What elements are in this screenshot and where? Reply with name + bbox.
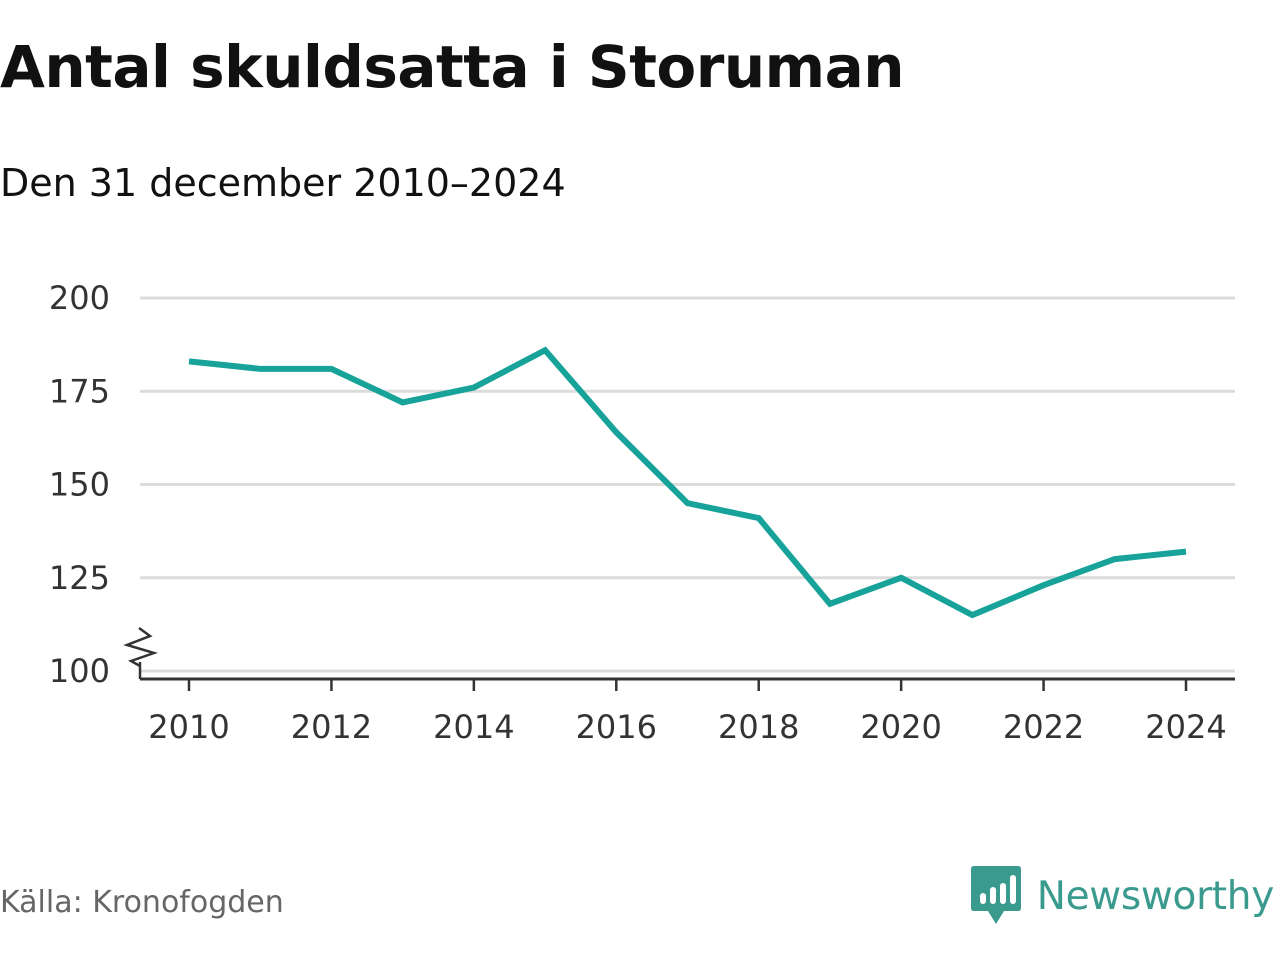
- x-tick-label: 2020: [860, 708, 941, 746]
- x-tick-label: 2010: [148, 708, 229, 746]
- tick-labels: 100 125 150 175 200 2010 2012 2014 2016 2018 2020 2…: [49, 279, 1227, 746]
- chart-title: Antal skuldsatta i Storuman: [0, 33, 905, 101]
- x-tick-label: 2012: [291, 708, 372, 746]
- x-tick-label: 2018: [718, 708, 799, 746]
- newsworthy-logo-icon: [970, 866, 1021, 924]
- chart-subtitle: Den 31 december 2010–2024: [0, 161, 566, 205]
- x-tick-label: 2016: [576, 708, 657, 746]
- source-note: Källa: Kronofogden: [0, 885, 284, 920]
- axes: [123, 626, 1235, 691]
- x-tick-label: 2024: [1145, 708, 1226, 746]
- series-line: [188, 346, 1187, 619]
- axis-break-symbol: [123, 626, 159, 668]
- gridlines: [140, 296, 1235, 673]
- y-tick-label: 175: [49, 372, 110, 410]
- x-tick-label: 2022: [1003, 708, 1084, 746]
- brand-logo: Newsworthy: [970, 866, 1275, 926]
- x-tick-label: 2014: [433, 708, 514, 746]
- brand-name: Newsworthy: [1036, 873, 1275, 919]
- y-tick-label: 125: [49, 559, 110, 597]
- y-tick-label: 150: [49, 466, 110, 504]
- series-layer: [188, 346, 1187, 619]
- y-tick-label: 200: [49, 279, 110, 317]
- y-tick-label: 100: [49, 652, 110, 690]
